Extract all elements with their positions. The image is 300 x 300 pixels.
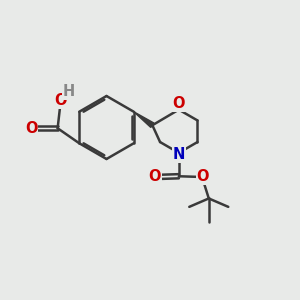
- Text: O: O: [54, 93, 66, 108]
- Text: H: H: [62, 84, 74, 99]
- Text: O: O: [25, 121, 38, 136]
- Text: N: N: [172, 147, 185, 162]
- Text: O: O: [196, 169, 209, 184]
- Polygon shape: [134, 112, 154, 127]
- Text: O: O: [172, 96, 185, 111]
- Text: O: O: [148, 169, 161, 184]
